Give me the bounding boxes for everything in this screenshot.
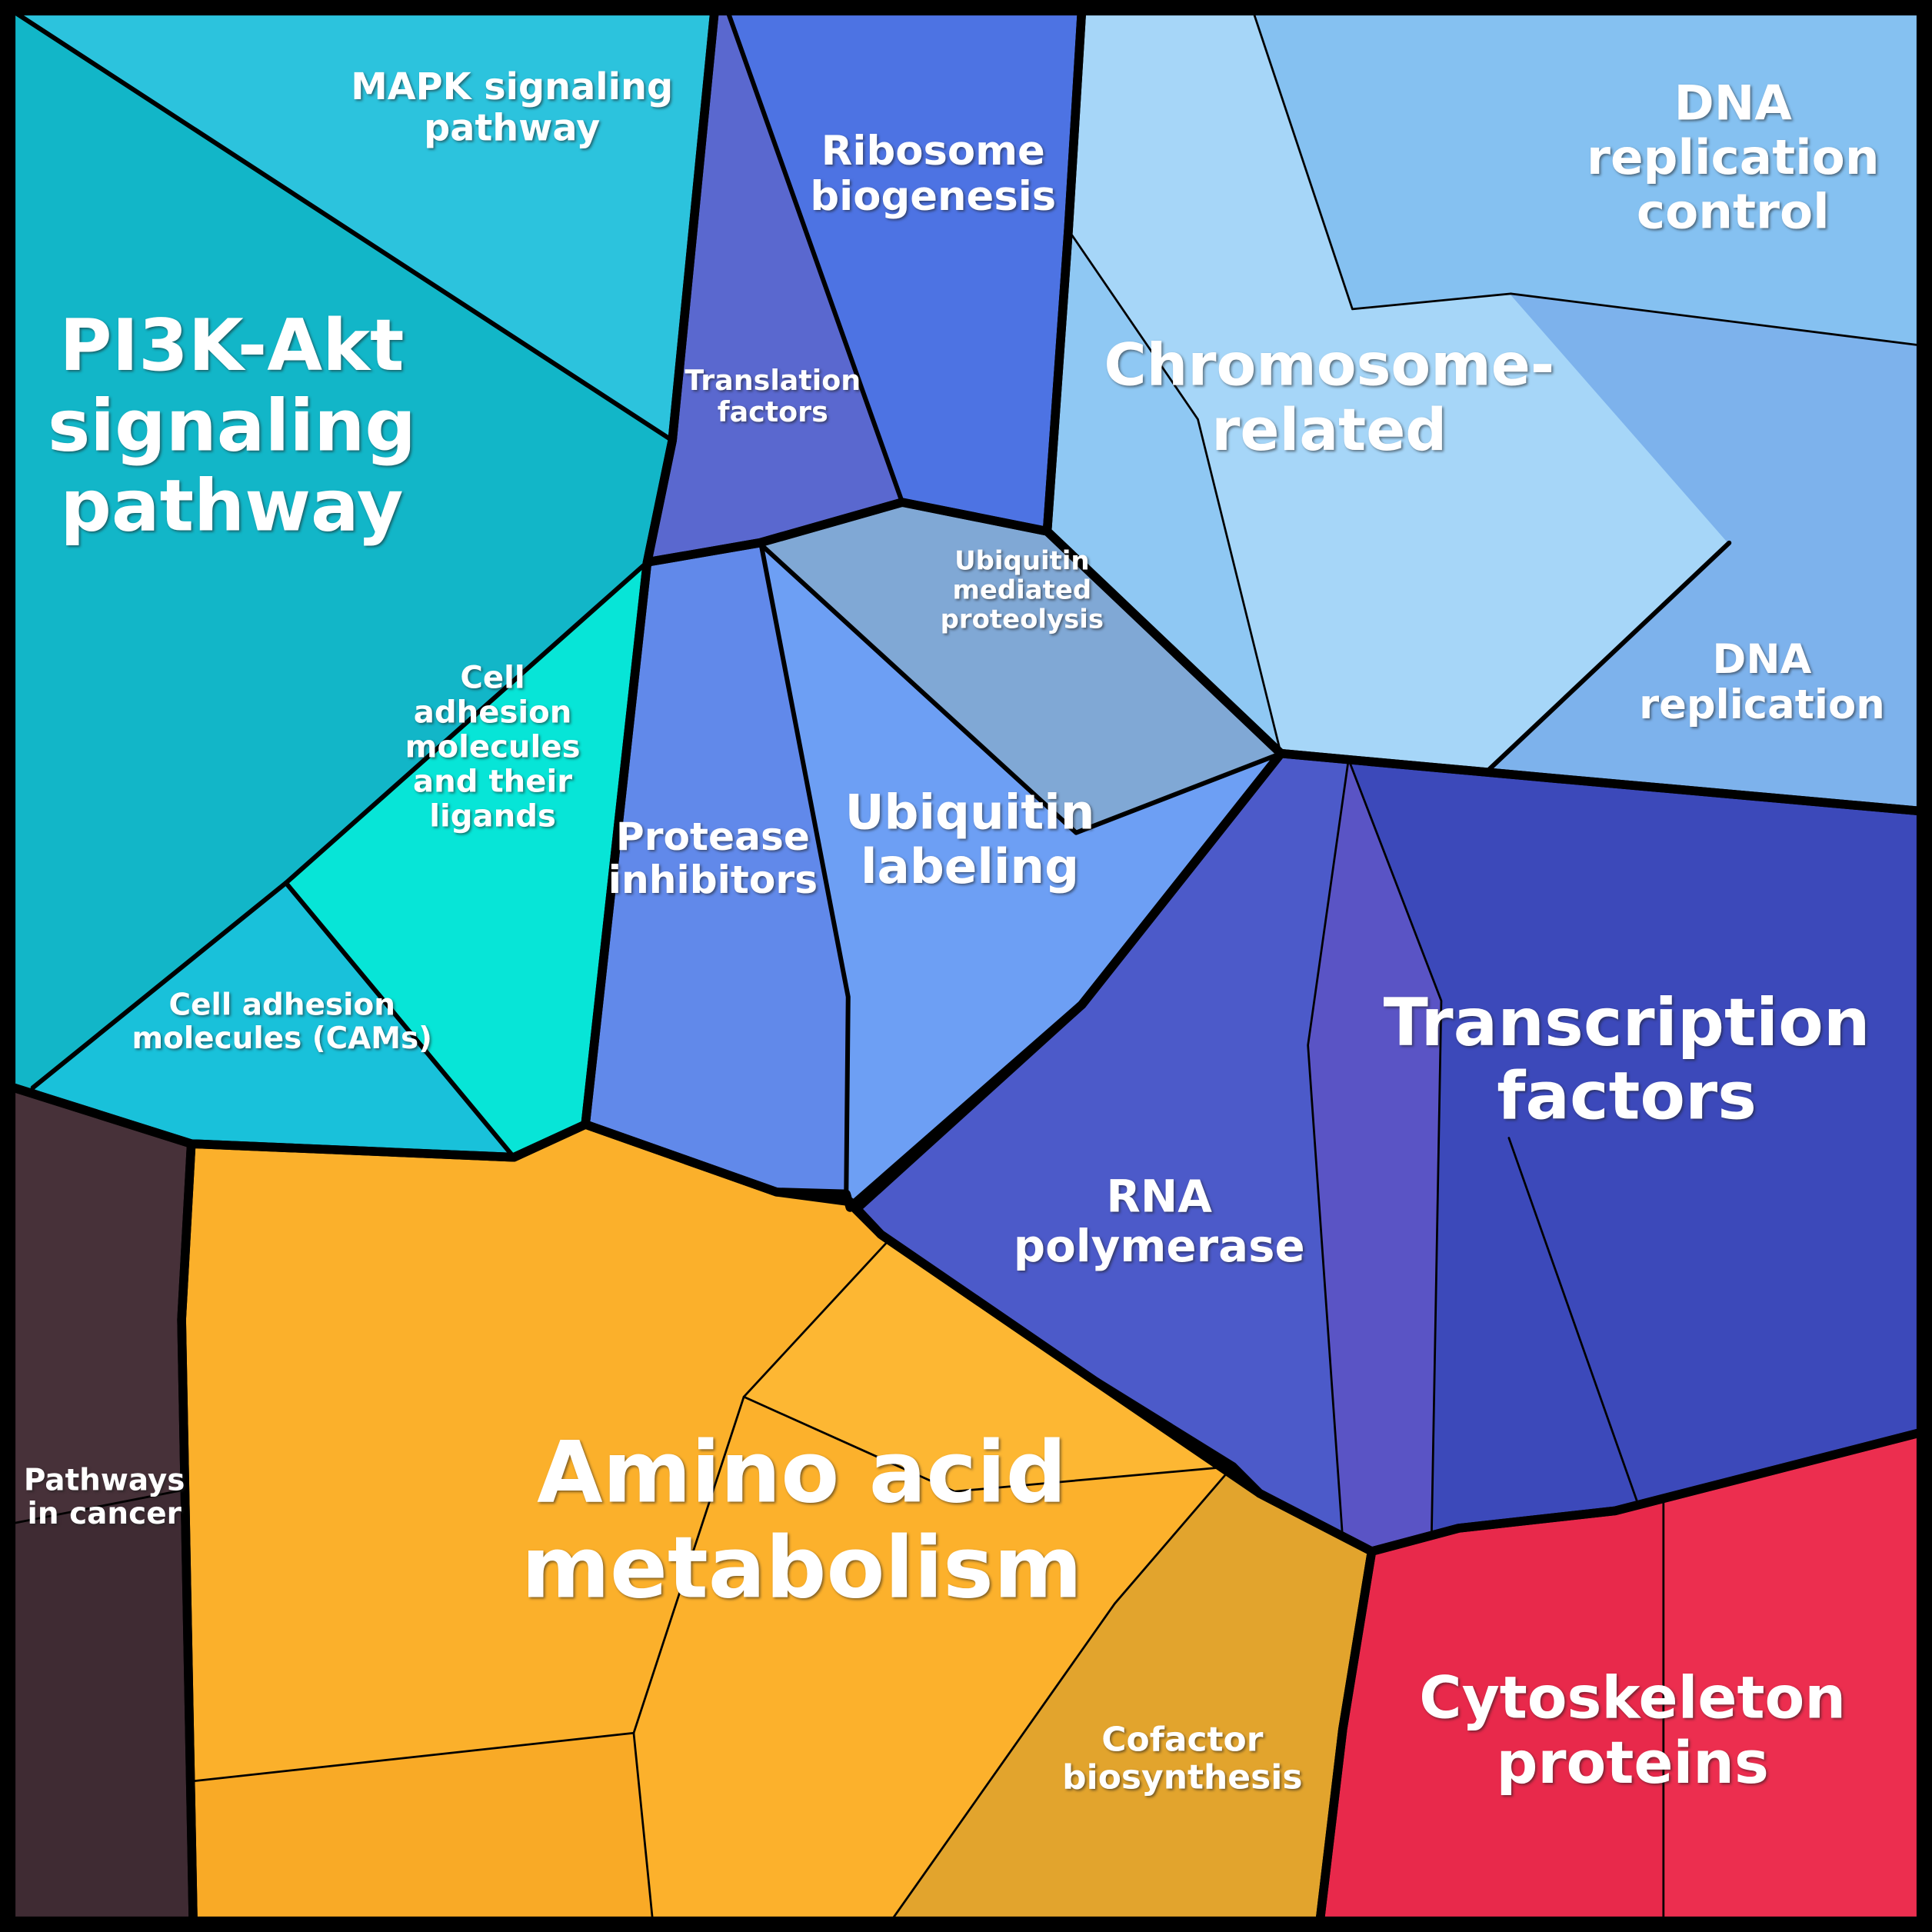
border-line-amino-3 (742, 1395, 1234, 1493)
border-line-camligands-cams (283, 880, 517, 1160)
border-line-purple-tf (1347, 758, 1443, 1535)
border-line-pi3k-cams (30, 880, 288, 1091)
border-line-mapk-pi3k (5, 5, 675, 443)
label-cell-adhesion-molecules-cams: Cell adhesion molecules (CAMs) (132, 988, 432, 1057)
label-transcription-factors: Transcription factors (1384, 985, 1870, 1135)
border-line-control-left (1251, 6, 1512, 311)
label-rna-polymerase: RNA polymerase (1014, 1170, 1305, 1272)
border-line-cancer-split (6, 1488, 187, 1526)
label-dna-replication-control: DNA replication control (1587, 75, 1880, 240)
label-pi3k-akt-signaling-pathway: PI3K-Akt signaling pathway (48, 304, 416, 547)
border-line-translation-ribosome (724, 5, 905, 505)
label-pathways-in-cancer-upper: Pathways in cancer (24, 1464, 185, 1532)
border-line-chromosome-dnareplication (1487, 540, 1732, 771)
label-translation-factors: Translation factors (685, 364, 861, 428)
label-ribosome-biogenesis: Ribosome biogenesis (810, 128, 1056, 220)
label-cell-adhesion-molecules-and-their-ligands: Cell adhesion molecules and their ligands (405, 661, 581, 834)
label-protease-inhibitors: Protease inhibitors (608, 814, 818, 902)
border-line-rnapoly-purple (1307, 758, 1350, 1541)
label-dna-replication: DNA replication (1639, 636, 1885, 728)
label-mapk-signaling-pathway: MAPK signaling pathway (351, 66, 673, 149)
label-cofactor-biosynthesis: Cofactor biosynthesis (1062, 1720, 1302, 1797)
border-line-protease-labeling (758, 542, 851, 1197)
label-chromosome-related-main: Chromosome-related (1104, 331, 1554, 463)
label-amino-acid-metabolism-center: Amino acid metabolism (521, 1424, 1082, 1618)
border-line-amino-1 (190, 1239, 890, 1783)
region-pathways-in-cancer-upper (6, 1084, 192, 1526)
label-ubiquitin-mediated-proteolysis: Ubiquitin mediated proteolysis (941, 546, 1104, 635)
region-pathways-in-cancer-lower (6, 1488, 195, 1926)
border-line-chromosome-wedge (1067, 228, 1282, 755)
border-line-amino-2 (632, 1731, 655, 1926)
border-line-tf-southeast (1507, 1137, 1640, 1507)
border-line-control-replication (1510, 292, 1926, 348)
border-line-amino-cofactor (888, 1465, 1234, 1926)
label-ubiquitin-labeling: Ubiquitin labeling (845, 784, 1095, 894)
label-cytoskeleton-proteins: Cytoskeleton proteins (1419, 1664, 1846, 1797)
border-line-proteolysis-labeling (758, 542, 1284, 835)
border-line-pi3k-camligands (283, 559, 650, 885)
